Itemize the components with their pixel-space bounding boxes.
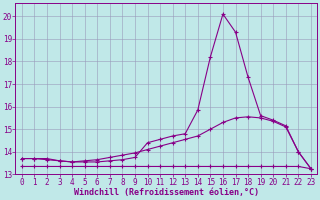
X-axis label: Windchill (Refroidissement éolien,°C): Windchill (Refroidissement éolien,°C) [74,188,259,197]
